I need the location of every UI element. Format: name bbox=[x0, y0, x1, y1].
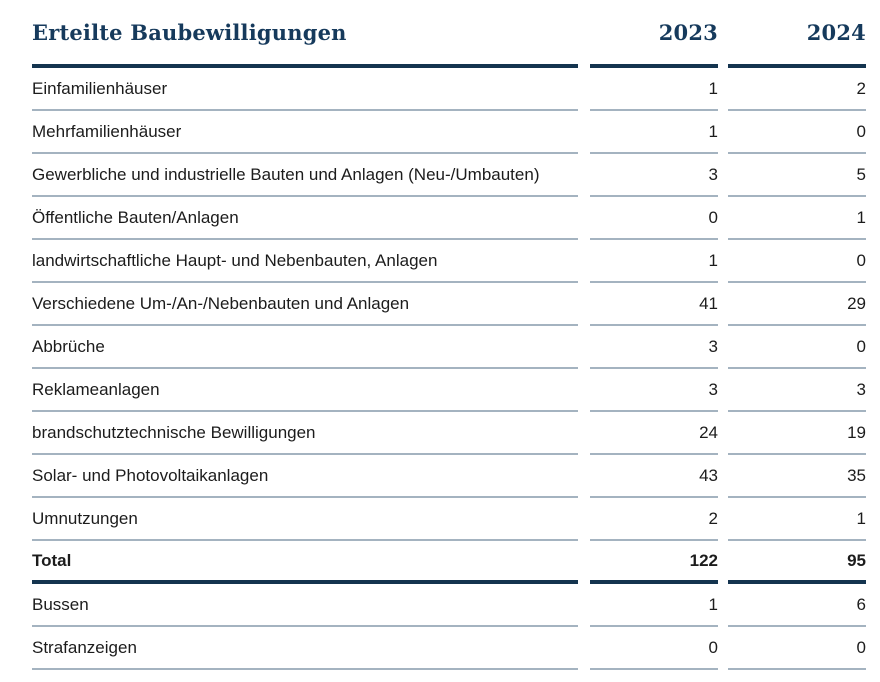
value-2024: 3 bbox=[728, 369, 866, 412]
value-2023: 24 bbox=[590, 412, 718, 455]
table-row: Verschiedene Um-/An-/Nebenbauten und Anl… bbox=[32, 283, 866, 326]
table-row: Solar- und Photovoltaikanlagen 43 35 bbox=[32, 455, 866, 498]
row-label: Umnutzungen bbox=[32, 498, 578, 541]
table-row: Bussen 1 6 bbox=[32, 584, 866, 627]
value-2024: 95 bbox=[728, 541, 866, 584]
value-2024: 29 bbox=[728, 283, 866, 326]
table-row: Öffentliche Bauten/Anlagen 0 1 bbox=[32, 197, 866, 240]
value-2023: 43 bbox=[590, 455, 718, 498]
column-header-2024: 2024 bbox=[728, 0, 866, 68]
value-2023: 2 bbox=[590, 498, 718, 541]
table-row: Reklameanlagen 3 3 bbox=[32, 369, 866, 412]
row-label: Total bbox=[32, 541, 578, 584]
table-header-row: Erteilte Baubewilligungen 2023 2024 bbox=[32, 0, 866, 68]
table-row: Abbrüche 3 0 bbox=[32, 326, 866, 369]
value-2023: 3 bbox=[590, 326, 718, 369]
value-2023: 1 bbox=[590, 584, 718, 627]
value-2024: 1 bbox=[728, 197, 866, 240]
row-label: Abbrüche bbox=[32, 326, 578, 369]
row-label: Bussen bbox=[32, 584, 578, 627]
value-2024: 0 bbox=[728, 111, 866, 154]
table-row: Strafanzeigen 0 0 bbox=[32, 627, 866, 670]
value-2024: 5 bbox=[728, 154, 866, 197]
table-row: brandschutztechnische Bewilligungen 24 19 bbox=[32, 412, 866, 455]
value-2023: 0 bbox=[590, 627, 718, 670]
row-label: Öffentliche Bauten/Anlagen bbox=[32, 197, 578, 240]
value-2024: 2 bbox=[728, 68, 866, 111]
table-row: landwirtschaftliche Haupt- und Nebenbaut… bbox=[32, 240, 866, 283]
row-label: Solar- und Photovoltaikanlagen bbox=[32, 455, 578, 498]
building-permits-table: Erteilte Baubewilligungen 2023 2024 Einf… bbox=[32, 0, 866, 670]
row-label: Strafanzeigen bbox=[32, 627, 578, 670]
row-label: Einfamilienhäuser bbox=[32, 68, 578, 111]
table-row: Umnutzungen 2 1 bbox=[32, 498, 866, 541]
value-2023: 0 bbox=[590, 197, 718, 240]
table-title: Erteilte Baubewilligungen bbox=[32, 0, 578, 68]
value-2024: 0 bbox=[728, 627, 866, 670]
value-2024: 35 bbox=[728, 455, 866, 498]
table-row: Gewerbliche und industrielle Bauten und … bbox=[32, 154, 866, 197]
value-2023: 3 bbox=[590, 369, 718, 412]
row-label: Reklameanlagen bbox=[32, 369, 578, 412]
value-2024: 6 bbox=[728, 584, 866, 627]
row-label: Gewerbliche und industrielle Bauten und … bbox=[32, 154, 578, 197]
value-2023: 1 bbox=[590, 111, 718, 154]
value-2024: 1 bbox=[728, 498, 866, 541]
row-label: brandschutztechnische Bewilligungen bbox=[32, 412, 578, 455]
value-2023: 1 bbox=[590, 68, 718, 111]
column-header-2023: 2023 bbox=[590, 0, 718, 68]
value-2024: 0 bbox=[728, 326, 866, 369]
value-2023: 122 bbox=[590, 541, 718, 584]
value-2023: 3 bbox=[590, 154, 718, 197]
table-row: Mehrfamilienhäuser 1 0 bbox=[32, 111, 866, 154]
table-row: Einfamilienhäuser 1 2 bbox=[32, 68, 866, 111]
row-label: landwirtschaftliche Haupt- und Nebenbaut… bbox=[32, 240, 578, 283]
value-2024: 19 bbox=[728, 412, 866, 455]
row-label: Mehrfamilienhäuser bbox=[32, 111, 578, 154]
value-2023: 1 bbox=[590, 240, 718, 283]
table-body: Einfamilienhäuser 1 2 Mehrfamilienhäuser 1 0 G… bbox=[32, 68, 866, 670]
row-label: Verschiedene Um-/An-/Nebenbauten und Anl… bbox=[32, 283, 578, 326]
value-2023: 41 bbox=[590, 283, 718, 326]
total-row: Total 122 95 bbox=[32, 541, 866, 584]
value-2024: 0 bbox=[728, 240, 866, 283]
